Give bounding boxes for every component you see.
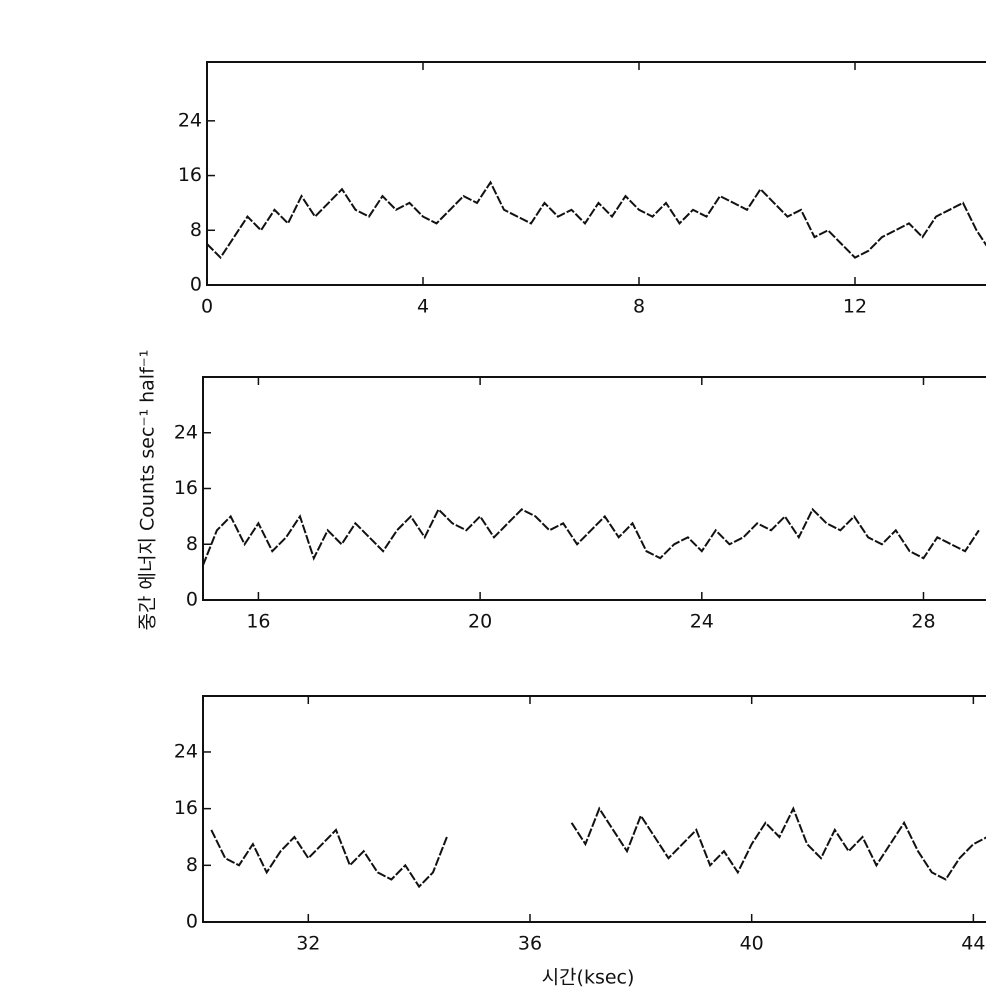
x-tick-label: 12 [843, 296, 867, 318]
x-tick-label: 16 [246, 611, 270, 633]
y-tick-label: 0 [190, 274, 202, 296]
x-tick-label: 0 [201, 296, 213, 318]
y-tick-label: 24 [174, 740, 198, 762]
x-tick-label: 28 [911, 611, 935, 633]
plot-frame [202, 695, 986, 923]
x-tick-label: 8 [633, 296, 645, 318]
y-tick-label: 24 [178, 109, 202, 131]
y-tick-label: 24 [174, 421, 198, 443]
x-tick-label: 4 [417, 296, 429, 318]
y-tick-label: 8 [186, 533, 198, 555]
light-curve [570, 806, 986, 881]
x-tick-label: 20 [468, 611, 492, 633]
x-axis-label: 시간(ksec) [542, 967, 635, 989]
x-tick-label: 32 [296, 933, 320, 955]
light-curve [206, 180, 986, 260]
light-curve [202, 507, 980, 566]
x-tick-label: 40 [740, 933, 764, 955]
y-tick-label: 8 [190, 219, 202, 241]
y-tick-label: 16 [174, 477, 198, 499]
y-tick-label: 0 [186, 911, 198, 933]
plot-frame [202, 376, 986, 601]
y-axis-label: 중간 에너지 Counts sec⁻¹ half⁻¹ [137, 350, 159, 631]
x-tick-label: 44 [961, 933, 985, 955]
x-tick-label: 36 [518, 933, 542, 955]
light-curve [210, 828, 448, 889]
y-tick-label: 0 [186, 589, 198, 611]
plot-frame [206, 61, 986, 286]
y-tick-label: 16 [174, 797, 198, 819]
x-tick-label: 24 [690, 611, 714, 633]
y-tick-label: 8 [186, 854, 198, 876]
y-tick-label: 16 [178, 164, 202, 186]
